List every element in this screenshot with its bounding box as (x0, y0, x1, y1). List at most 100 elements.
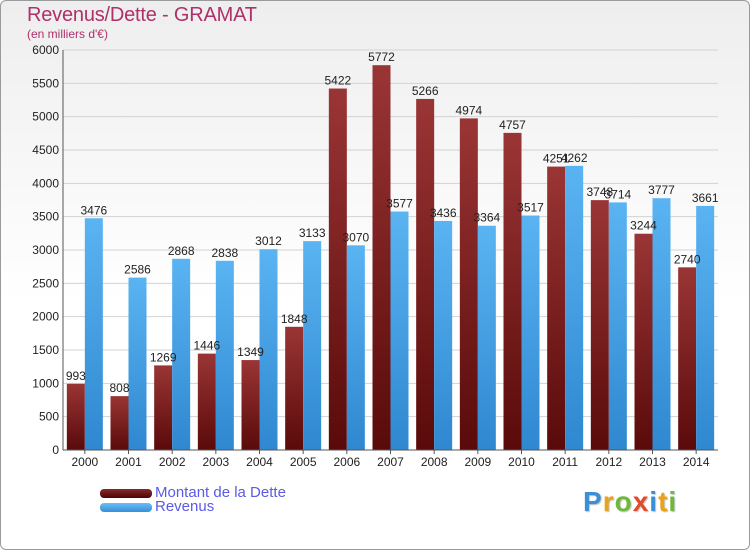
bar-debt-2010 (503, 132, 522, 450)
legend-swatch-debt (100, 489, 152, 498)
bar-debt-2011 (547, 166, 566, 450)
bar-debt-2006 (328, 88, 347, 451)
y-tick-label: 3500 (32, 210, 59, 224)
bar-debt-2014 (678, 267, 697, 450)
x-tick-label: 2007 (377, 455, 404, 469)
data-label-revenus-2008: 3436 (430, 206, 457, 220)
data-label-revenus-2004: 3012 (255, 234, 282, 248)
y-tick-label: 3000 (32, 243, 59, 257)
bar-revenus-2002 (172, 258, 191, 450)
bar-debt-2009 (459, 118, 478, 451)
data-label-debt-2009: 4974 (455, 103, 482, 117)
data-label-debt-2001: 808 (109, 381, 129, 395)
chart-title: Revenus/Dette - GRAMAT (27, 4, 257, 26)
data-label-debt-2011: 4251 (543, 152, 570, 166)
data-label-revenus-2014: 3661 (692, 191, 719, 205)
data-label-debt-2004: 1349 (237, 345, 264, 359)
bar-revenus-2012 (608, 202, 627, 450)
data-label-revenus-2003: 2838 (211, 246, 238, 260)
logo-letter: i (649, 486, 659, 517)
bar-revenus-2009 (477, 225, 496, 450)
bar-revenus-2003 (215, 260, 234, 450)
data-label-debt-2000: 993 (66, 369, 86, 383)
bar-debt-2000 (66, 383, 85, 450)
data-label-revenus-2011: 4262 (561, 151, 588, 165)
data-label-revenus-2010: 3517 (517, 201, 544, 215)
bar-debt-2003 (197, 353, 216, 450)
data-label-debt-2003: 1446 (193, 339, 220, 353)
data-label-debt-2014: 2740 (674, 252, 701, 266)
legend-label-revenus: Revenus (155, 498, 215, 515)
logo-letter: x (632, 486, 650, 517)
x-tick-label: 2003 (202, 455, 229, 469)
bar-revenus-2007 (390, 211, 409, 450)
data-label-debt-2002: 1269 (150, 350, 177, 364)
bar-revenus-2011 (565, 165, 584, 450)
x-tick-label: 2013 (639, 455, 666, 469)
logo-letter: t (658, 486, 669, 517)
bar-revenus-2005 (303, 241, 322, 450)
logo-letter: P (583, 486, 603, 517)
y-tick-label: 500 (39, 410, 59, 424)
bar-debt-2001 (110, 396, 129, 450)
bar-revenus-2013 (652, 198, 671, 450)
data-label-revenus-2007: 3577 (386, 197, 413, 211)
bar-debt-2012 (590, 200, 609, 450)
data-label-revenus-2006: 3070 (342, 230, 369, 244)
x-tick-label: 2000 (71, 455, 98, 469)
chart-subtitle: (en milliers d'€) (27, 27, 108, 41)
bar-revenus-2010 (521, 215, 540, 450)
x-tick-label: 2002 (159, 455, 186, 469)
bar-debt-2007 (372, 65, 391, 450)
data-label-debt-2013: 3244 (630, 219, 657, 233)
data-label-revenus-2012: 3714 (604, 187, 631, 201)
data-label-debt-2010: 4757 (499, 118, 526, 132)
y-tick-label: 6000 (32, 43, 59, 57)
data-label-revenus-2002: 2868 (168, 244, 195, 258)
bar-revenus-2006 (346, 245, 365, 450)
x-tick-label: 2014 (683, 455, 710, 469)
x-tick-label: 2001 (115, 455, 142, 469)
x-tick-label: 2010 (508, 455, 535, 469)
data-label-revenus-2000: 3476 (80, 203, 107, 217)
y-tick-label: 2000 (32, 310, 59, 324)
bar-debt-2013 (634, 233, 653, 450)
x-tick-label: 2004 (246, 455, 273, 469)
x-tick-label: 2008 (421, 455, 448, 469)
legend-item-debt: Montant de la Dette (100, 484, 400, 501)
bar-revenus-2008 (434, 220, 453, 450)
data-label-debt-2012: 3748 (586, 185, 613, 199)
bar-debt-2005 (285, 326, 304, 450)
legend-swatch-revenus (100, 503, 152, 512)
data-label-debt-2005: 1848 (281, 312, 308, 326)
x-tick-label: 2006 (333, 455, 360, 469)
logo-letter: i (668, 486, 678, 517)
bar-debt-2002 (154, 365, 173, 450)
x-tick-label: 2012 (595, 455, 622, 469)
y-tick-label: 5000 (32, 110, 59, 124)
legend-item-revenus: Revenus (100, 498, 400, 515)
proxiti-logo: Proxiti (583, 486, 677, 518)
y-tick-label: 0 (52, 443, 59, 457)
x-tick-label: 2005 (290, 455, 317, 469)
y-tick-label: 2500 (32, 276, 59, 290)
bar-revenus-2014 (696, 205, 715, 450)
data-label-revenus-2013: 3777 (648, 183, 675, 197)
data-label-revenus-2009: 3364 (473, 211, 500, 225)
x-tick-label: 2011 (552, 455, 578, 469)
data-label-debt-2008: 5266 (412, 84, 439, 98)
data-label-debt-2006: 5422 (324, 74, 351, 88)
bar-debt-2008 (416, 98, 435, 450)
bar-debt-2004 (241, 360, 260, 450)
data-label-revenus-2001: 2586 (124, 263, 151, 277)
logo-letter: o (614, 486, 633, 517)
y-tick-label: 4000 (32, 176, 59, 190)
x-tick-label: 2009 (464, 455, 491, 469)
bar-revenus-2001 (128, 277, 147, 450)
logo-letter: r (602, 486, 615, 517)
y-tick-label: 1500 (32, 343, 59, 357)
y-tick-label: 1000 (32, 376, 59, 390)
data-label-revenus-2005: 3133 (299, 226, 326, 240)
legend-label-debt: Montant de la Dette (155, 484, 286, 501)
